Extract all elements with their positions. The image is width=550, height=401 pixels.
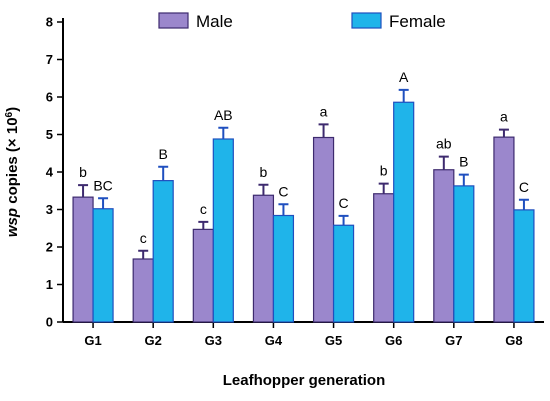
y-tick-label: 5 bbox=[46, 127, 53, 142]
y-axis-title-close: ) bbox=[4, 107, 21, 112]
bar-male-g1 bbox=[72, 196, 94, 323]
y-axis-title: wsp copies (× 106) bbox=[4, 107, 22, 237]
significance-label: b bbox=[260, 164, 268, 180]
y-axis-title-superscript: 6 bbox=[4, 111, 15, 117]
legend: Male Female bbox=[158, 12, 446, 31]
y-tick-label: 1 bbox=[46, 277, 53, 292]
y-tick-label: 0 bbox=[46, 315, 53, 330]
bar-female-g4 bbox=[272, 214, 295, 323]
significance-label: ab bbox=[436, 136, 452, 152]
legend-swatch-female bbox=[351, 12, 382, 29]
x-tick-label: G3 bbox=[205, 333, 222, 348]
significance-label: c bbox=[140, 230, 147, 246]
significance-label: BC bbox=[93, 177, 112, 193]
bar-male-g2 bbox=[132, 258, 154, 323]
y-tick-label: 8 bbox=[46, 15, 53, 30]
y-tick-label: 3 bbox=[46, 202, 53, 217]
bar-male-g6 bbox=[373, 193, 395, 323]
y-tick-label: 6 bbox=[46, 90, 53, 105]
bar-female-g6 bbox=[393, 101, 415, 323]
significance-label: A bbox=[399, 69, 409, 85]
bar-female-g2 bbox=[152, 180, 174, 323]
bar-female-g1 bbox=[92, 208, 114, 323]
legend-swatch-male bbox=[158, 12, 189, 29]
x-tick-label: G8 bbox=[505, 333, 522, 348]
bar-female-g3 bbox=[212, 138, 234, 323]
significance-label: AB bbox=[214, 107, 233, 123]
significance-label: c bbox=[200, 201, 207, 217]
bar-male-g3 bbox=[192, 228, 214, 323]
legend-label-male: Male bbox=[196, 12, 233, 31]
x-tick-label: G5 bbox=[325, 333, 342, 348]
y-tick-label: 4 bbox=[46, 165, 54, 180]
x-tick-label: G4 bbox=[265, 333, 283, 348]
bar-male-g7 bbox=[433, 169, 455, 323]
x-axis-title: Leafhopper generation bbox=[223, 372, 386, 389]
bar-female-g7 bbox=[453, 185, 475, 323]
y-axis-title-italic: wsp bbox=[4, 208, 21, 237]
significance-label: b bbox=[79, 164, 87, 180]
significance-label: C bbox=[339, 195, 349, 211]
bar-male-g5 bbox=[312, 136, 335, 323]
bar-female-g5 bbox=[332, 224, 355, 323]
y-axis-title-text: copies (× 10 bbox=[4, 117, 21, 207]
significance-label: C bbox=[519, 179, 529, 195]
significance-label: a bbox=[500, 109, 508, 125]
significance-label: B bbox=[459, 154, 468, 170]
significance-label: a bbox=[320, 103, 328, 119]
significance-label: B bbox=[159, 146, 168, 162]
x-tick-label: G6 bbox=[385, 333, 402, 348]
bar-male-g4 bbox=[252, 194, 275, 323]
y-tick-label: 2 bbox=[46, 240, 53, 255]
x-tick-label: G1 bbox=[84, 333, 101, 348]
bar-female-g8 bbox=[513, 209, 535, 323]
x-tick-label: G2 bbox=[145, 333, 162, 348]
legend-label-female: Female bbox=[389, 12, 446, 31]
significance-label: C bbox=[278, 183, 288, 199]
significance-label: b bbox=[380, 163, 388, 179]
bar-male-g8 bbox=[493, 136, 515, 323]
x-tick-label: G7 bbox=[445, 333, 462, 348]
y-tick-label: 7 bbox=[46, 52, 53, 67]
